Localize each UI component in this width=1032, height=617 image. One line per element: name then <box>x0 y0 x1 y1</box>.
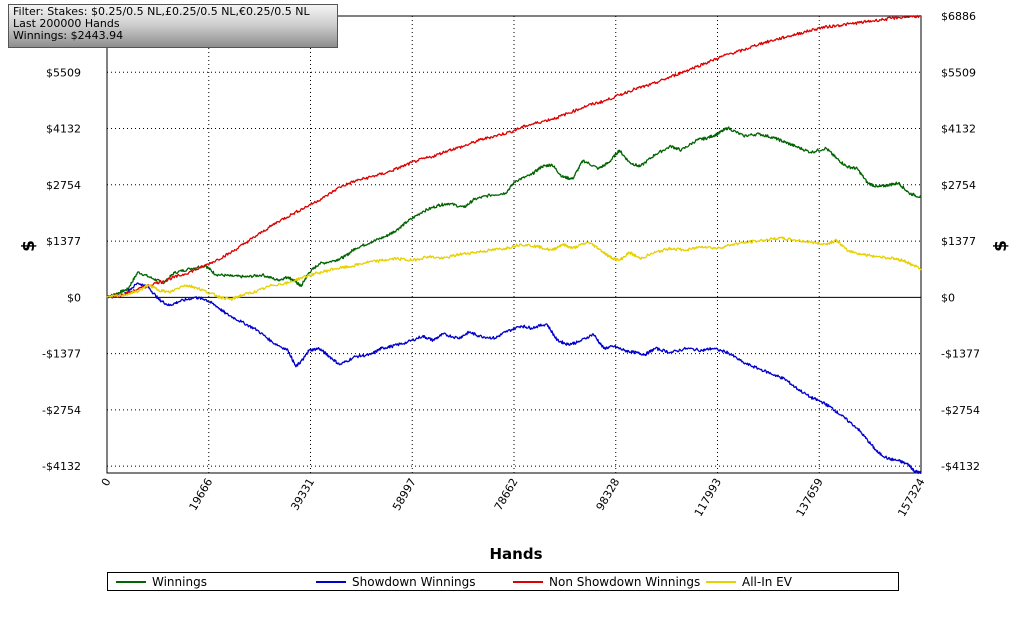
series-line-winnings <box>106 126 922 299</box>
legend-swatch <box>316 581 346 583</box>
y-tick-label-left: $4132 <box>46 123 81 136</box>
y-tick-label-right: $6886 <box>941 10 976 23</box>
y-tick-label-right: -$2754 <box>941 404 980 417</box>
y-tick-label-right: $2754 <box>941 179 976 192</box>
legend-swatch <box>706 581 736 583</box>
y-tick-label-left: -$4132 <box>42 460 81 473</box>
y-tick-label-left: $5509 <box>46 66 81 79</box>
winnings-text: Winnings: $2443.94 <box>13 29 124 42</box>
legend-swatch <box>116 581 146 583</box>
y-axis-label-right: $ <box>991 240 1011 252</box>
series-line-showdown-winnings <box>106 282 922 475</box>
x-axis-label: Hands <box>489 545 542 563</box>
y-tick-label-left: $1377 <box>46 235 81 248</box>
legend-item: Winnings <box>116 575 207 589</box>
legend-item: All-In EV <box>706 575 792 589</box>
last-hands-text: Last 200000 Hands <box>13 17 120 30</box>
legend-item: Showdown Winnings <box>316 575 476 589</box>
y-tick-label-right: $5509 <box>941 66 976 79</box>
legend-label: Showdown Winnings <box>352 575 476 589</box>
y-tick-label-right: $0 <box>941 291 955 304</box>
grid-layer <box>107 15 921 473</box>
y-tick-label-right: -$4132 <box>941 460 980 473</box>
axes-layer <box>106 15 922 474</box>
filter-info-box: Filter: Stakes: $0.25/0.5 NL,£0.25/0.5 N… <box>8 4 338 48</box>
y-tick-label-right: $1377 <box>941 235 976 248</box>
y-tick-label-right: $4132 <box>941 123 976 136</box>
legend-label: Non Showdown Winnings <box>549 575 701 589</box>
series-line-non-showdown-winnings <box>106 14 922 299</box>
filter-text: Filter: Stakes: $0.25/0.5 NL,£0.25/0.5 N… <box>13 5 310 18</box>
legend-label: All-In EV <box>742 575 792 589</box>
series-line-all-in-ev <box>106 236 922 301</box>
legend-label: Winnings <box>152 575 207 589</box>
y-tick-label-right: -$1377 <box>941 348 980 361</box>
legend-swatch <box>513 581 543 583</box>
legend: Winnings Showdown Winnings Non Showdown Wi… <box>107 572 899 591</box>
y-tick-label-left: $0 <box>67 291 81 304</box>
legend-item: Non Showdown Winnings <box>513 575 700 589</box>
y-tick-label-left: $2754 <box>46 179 81 192</box>
series-layer <box>106 14 922 475</box>
y-axis-label-left: $ <box>19 240 39 252</box>
plot-area-border <box>106 15 922 474</box>
y-tick-label-left: -$2754 <box>42 404 81 417</box>
y-tick-label-left: -$1377 <box>42 348 81 361</box>
